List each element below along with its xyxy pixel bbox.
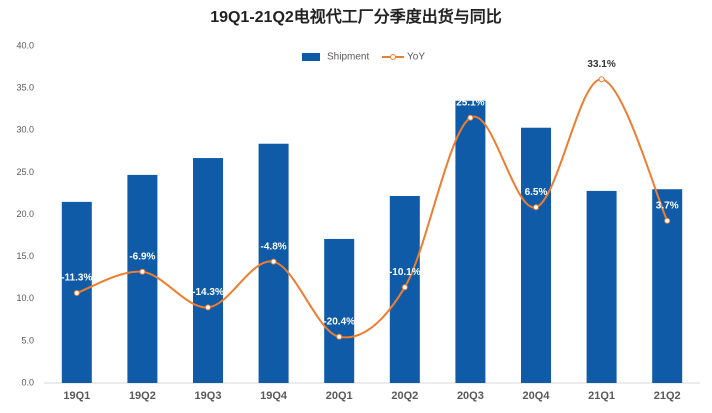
data-label: -4.8%	[261, 241, 287, 252]
bar	[586, 190, 617, 383]
line-marker	[467, 114, 474, 121]
x-tick-label: 20Q4	[523, 390, 551, 402]
data-label: -10.1%	[389, 267, 421, 278]
line-marker	[336, 333, 343, 340]
line-marker	[205, 304, 211, 311]
y-tick-label: 5.0	[21, 335, 34, 345]
legend-label: Shipment	[327, 52, 369, 63]
x-tick-label: 19Q3	[195, 390, 222, 402]
line-marker	[73, 289, 80, 296]
bar	[324, 238, 355, 383]
y-tick-label: 0.0	[21, 377, 34, 387]
x-tick-label: 20Q2	[391, 390, 418, 402]
line-marker	[270, 258, 277, 265]
legend-label: YoY	[407, 52, 425, 63]
legend-swatch	[302, 53, 320, 61]
y-tick-label: 15.0	[16, 251, 34, 261]
x-tick-label: 19Q4	[260, 390, 288, 402]
line-marker	[401, 284, 408, 291]
data-label: -14.3%	[192, 287, 224, 298]
x-tick-label: 21Q1	[588, 390, 615, 402]
x-tick-label: 19Q2	[129, 390, 156, 402]
y-tick-label: 25.0	[16, 167, 34, 177]
x-tick-label: 19Q1	[63, 390, 90, 402]
bar	[127, 174, 158, 383]
bar	[521, 127, 551, 383]
y-tick-label: 30.0	[16, 125, 34, 135]
line-marker	[533, 204, 539, 211]
data-label: -20.4%	[323, 316, 355, 327]
line	[76, 78, 669, 339]
chart-title: 19Q1-21Q2电视代工厂分季度出货与同比	[210, 7, 502, 26]
data-label: 33.1%	[587, 59, 615, 70]
y-tick-label: 10.0	[16, 293, 34, 303]
y-tick-label: 35.0	[16, 83, 34, 93]
x-tick-label: 20Q3	[457, 390, 484, 402]
line-marker	[139, 268, 146, 275]
bar	[455, 100, 486, 383]
legend-marker	[390, 54, 396, 60]
data-label: -11.3%	[61, 273, 92, 284]
x-tick-label: 21Q2	[654, 390, 681, 402]
bar	[193, 158, 223, 383]
x-tick-label: 20Q1	[326, 390, 353, 402]
y-tick-label: 20.0	[16, 209, 34, 219]
data-label: 3.7%	[656, 200, 679, 211]
line-marker	[598, 76, 605, 83]
data-label: 25.1%	[456, 97, 484, 108]
line-marker	[664, 217, 671, 224]
y-tick-label: 40.0	[16, 40, 34, 50]
data-label: -6.9%	[129, 251, 155, 262]
data-label: 6.5%	[525, 187, 548, 198]
